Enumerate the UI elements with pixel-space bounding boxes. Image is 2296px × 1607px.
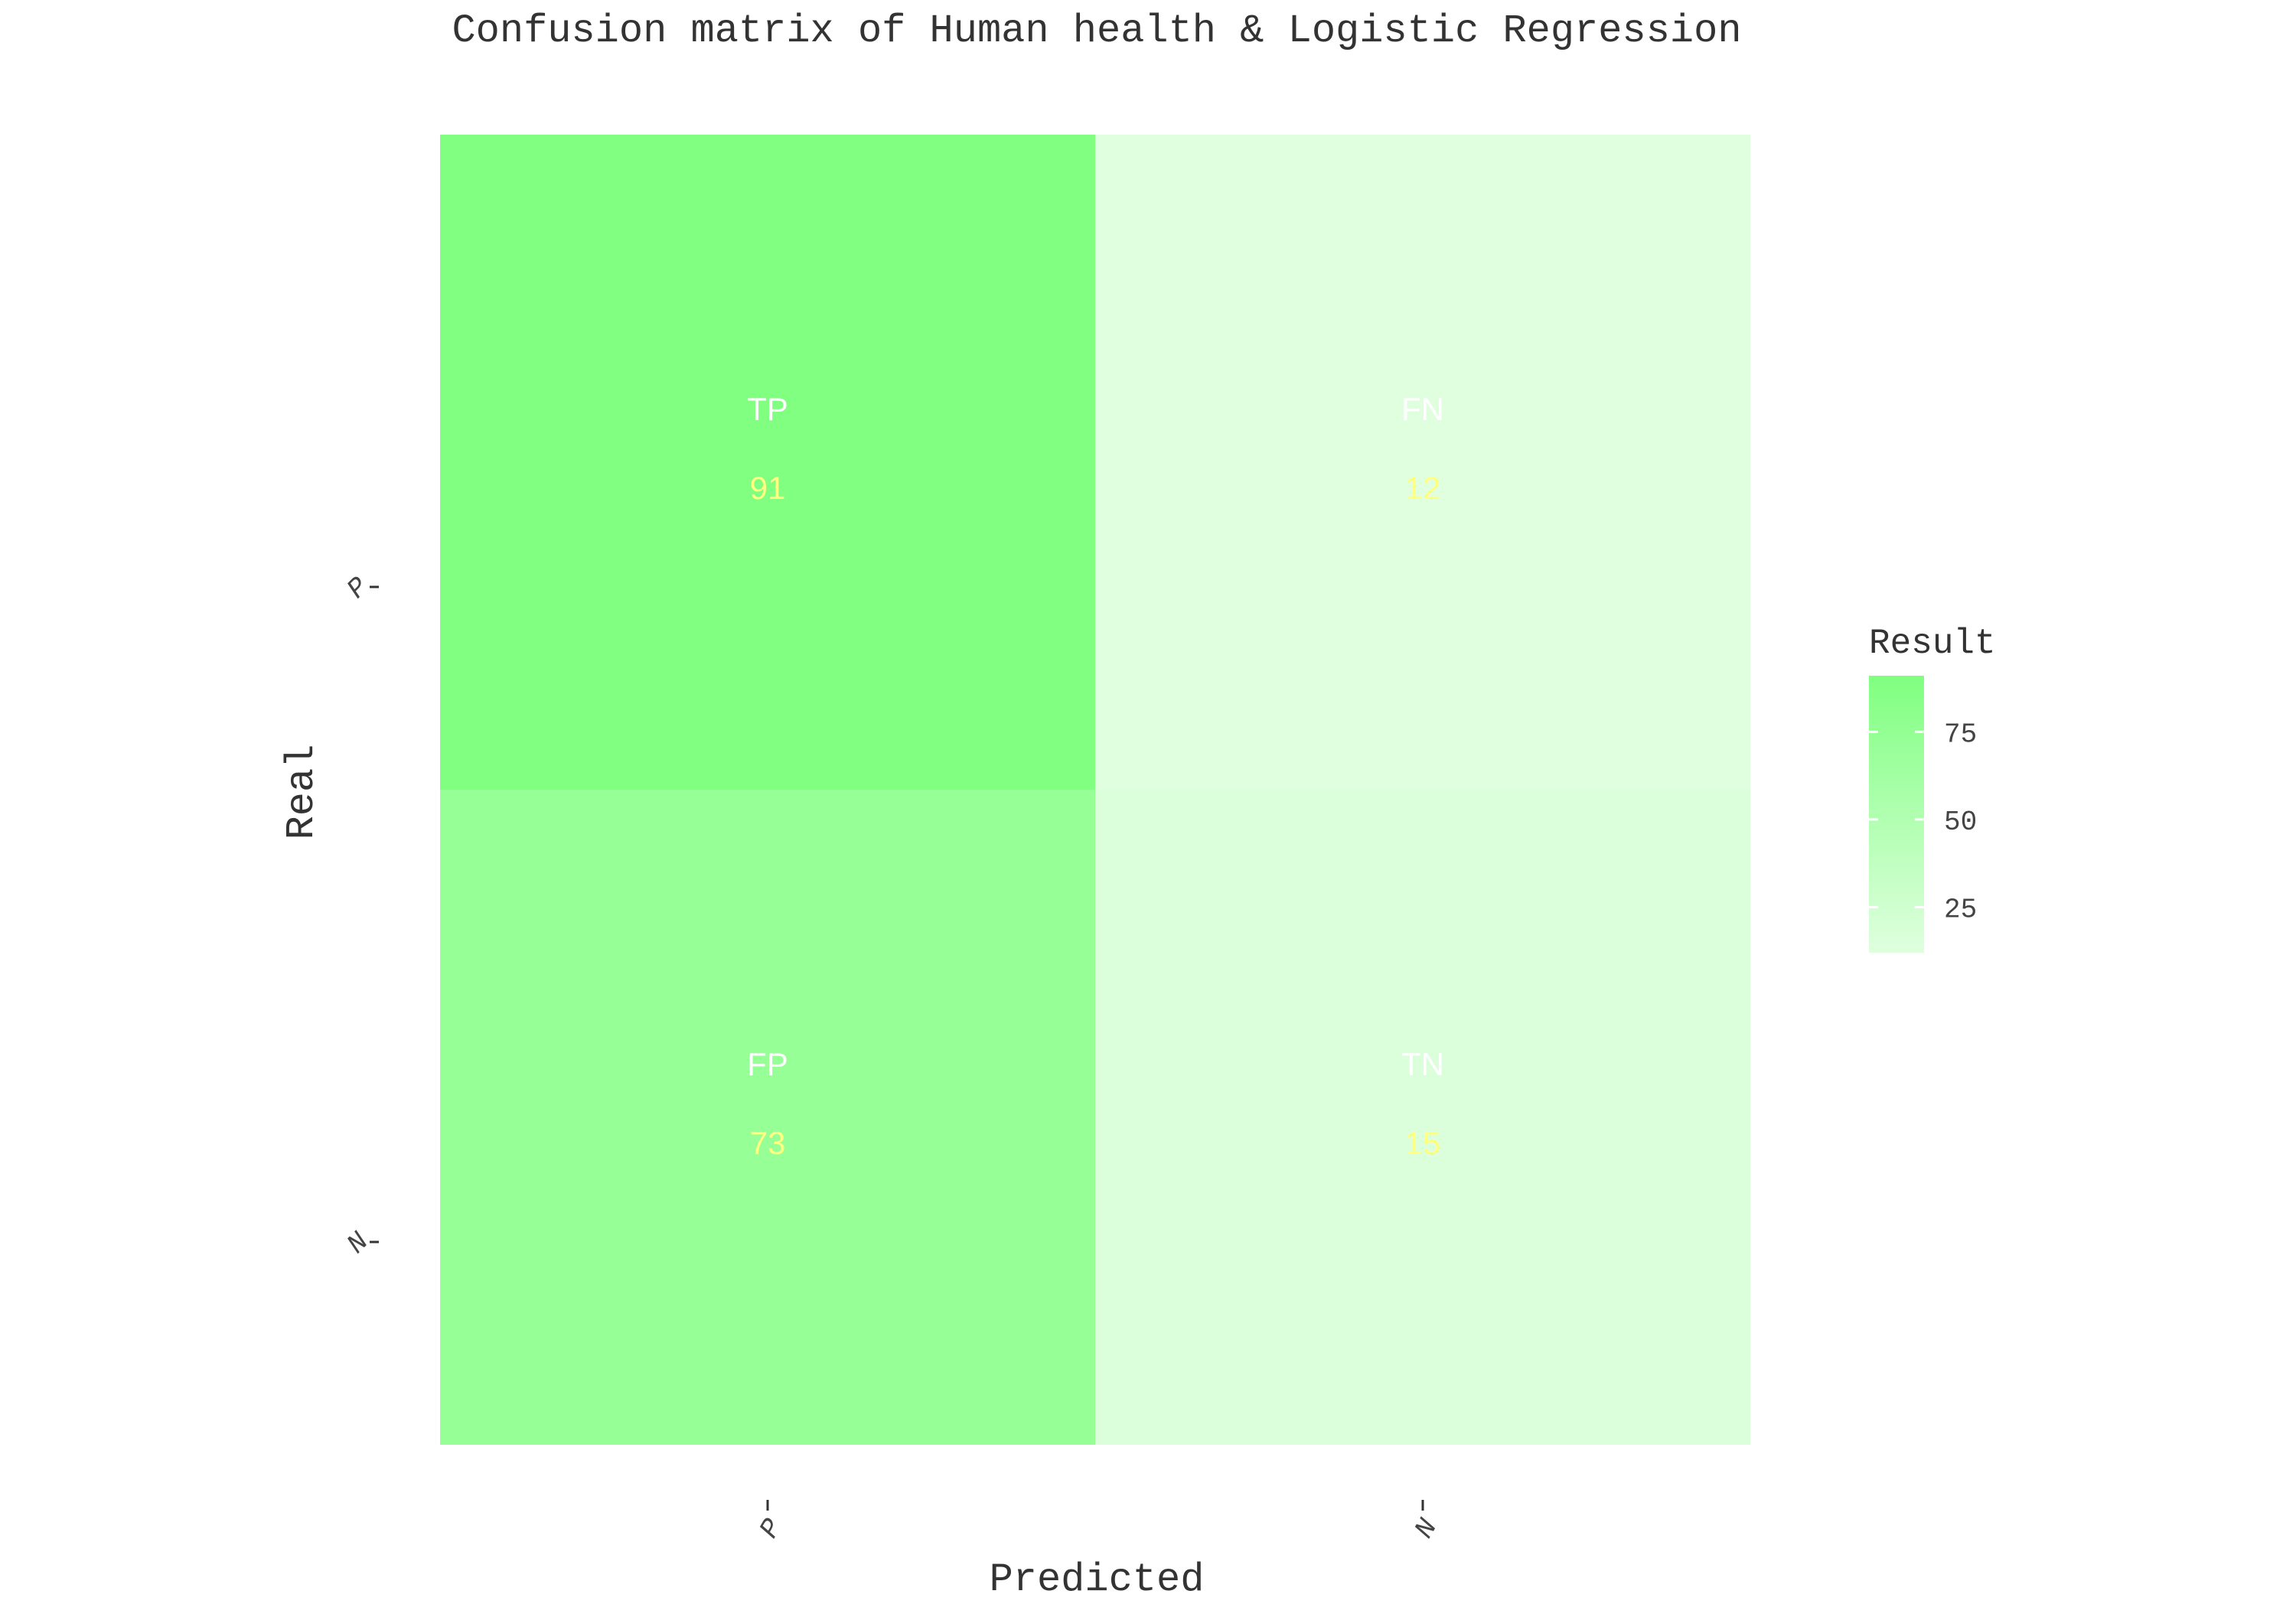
legend-tick-label: 25 <box>1944 894 1977 925</box>
y-tick-label: P <box>341 571 376 605</box>
cell-value-tp: 91 <box>750 470 786 506</box>
cell-label-fn: FN <box>1401 391 1444 427</box>
heatmap-cells <box>440 135 1750 1445</box>
cell-label-tn: TN <box>1401 1046 1444 1082</box>
cell-fp <box>440 790 1095 1445</box>
x-tick-label: N <box>1409 1514 1445 1544</box>
cell-fn <box>1095 135 1750 790</box>
legend-title: Result <box>1869 624 1996 663</box>
legend: Result 25 50 75 <box>1869 624 1996 953</box>
x-axis-label: Predicted <box>990 1557 1205 1602</box>
chart-title: Confusion matrix of Human health & Logis… <box>452 8 1741 54</box>
x-tick-label: P <box>754 1514 790 1544</box>
y-axis-ticks: PN <box>341 571 379 1260</box>
cell-annotations: TP 91 FN 12 FP 73 TN 15 <box>747 391 1444 1161</box>
cell-label-fp: FP <box>747 1046 788 1082</box>
legend-ticks: 25 50 75 <box>1869 719 1977 925</box>
cell-tp <box>440 135 1095 790</box>
cell-value-fn: 12 <box>1405 470 1441 506</box>
cell-value-fp: 73 <box>750 1125 786 1161</box>
y-tick-label: N <box>341 1226 376 1260</box>
cell-value-tn: 15 <box>1405 1125 1441 1161</box>
legend-colorbar <box>1869 676 1924 953</box>
cell-tn <box>1095 790 1750 1445</box>
cell-label-tp: TP <box>747 391 788 427</box>
legend-tick-label: 75 <box>1944 719 1977 750</box>
legend-tick-label: 50 <box>1944 807 1977 838</box>
y-axis-label: Real <box>279 745 325 840</box>
